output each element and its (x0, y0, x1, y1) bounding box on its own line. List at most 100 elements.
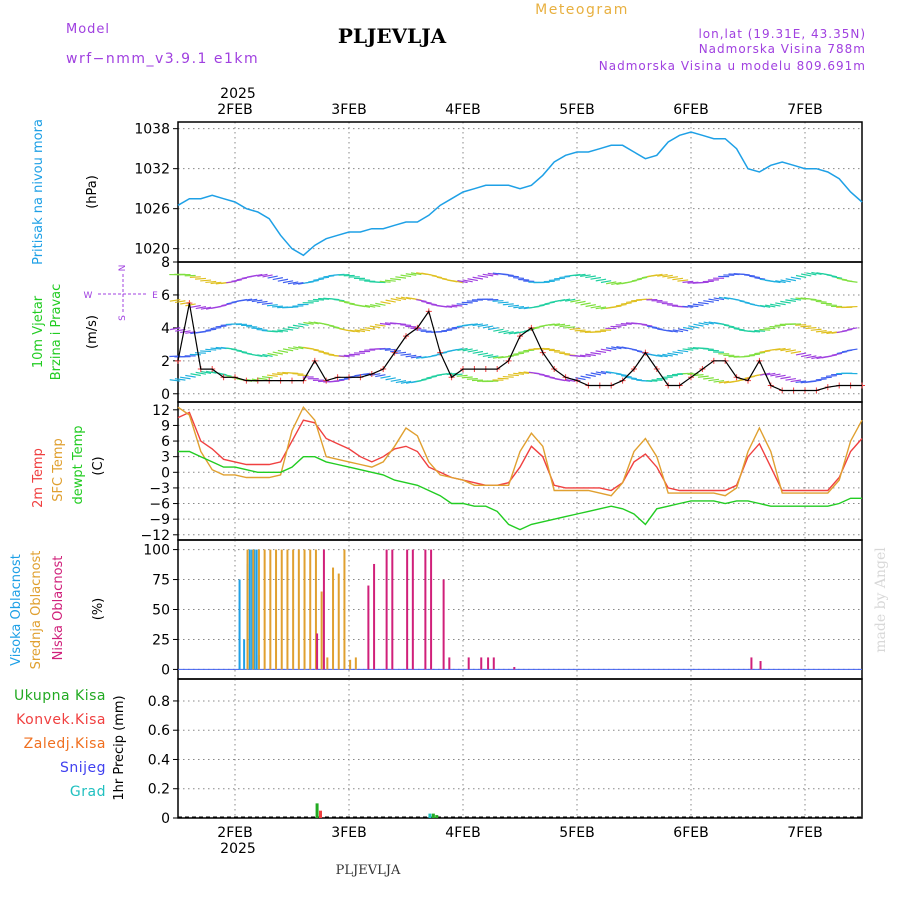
wind-arrow (210, 347, 222, 350)
precip-legend-item: Grad (70, 784, 106, 800)
station-title: PLJEVLJA (338, 24, 447, 48)
wind-arrow (482, 273, 494, 277)
wind-arrow (343, 354, 355, 357)
wind-arrow (205, 280, 217, 284)
wind-unit: (m/s) (85, 315, 100, 349)
precip-bar (428, 813, 432, 818)
wind-arrow (379, 280, 391, 283)
wind-arrow (780, 376, 791, 380)
mid-cloud-bar (349, 659, 352, 670)
wind-arrow (682, 305, 694, 308)
wind-arrow (200, 370, 212, 374)
temperature-ytick-label: −12 (140, 528, 170, 544)
wind-arrow (847, 327, 858, 331)
wind-arrow (236, 277, 248, 281)
wind-arrow (338, 300, 350, 303)
precip-bar (431, 813, 435, 818)
wind-arrow (611, 346, 622, 350)
wind-arrow (631, 278, 643, 282)
wind-arrow (780, 300, 791, 304)
wind-arrow (329, 325, 340, 329)
wind-arrow (426, 375, 437, 379)
wind-arrow (785, 377, 796, 381)
wind-arrow (713, 297, 725, 301)
wind-arrow (590, 305, 602, 309)
wind-arrow (585, 304, 596, 308)
wind-arrow (189, 276, 201, 278)
low-cloud-bar (442, 579, 445, 670)
wind-arrow (169, 327, 181, 331)
wind-arrow (374, 324, 386, 327)
wind-arrow (400, 296, 412, 300)
wind-arrow (805, 326, 817, 330)
clouds-ytick-label: 0 (161, 662, 170, 678)
bottom-day-label: 3FEB (331, 825, 366, 841)
wind-arrow (687, 304, 699, 308)
pressure-frame (177, 121, 863, 263)
wind-arrow (580, 274, 591, 277)
wind-arrow (487, 327, 499, 331)
mid-cloud-bar (292, 549, 295, 670)
bottom-day-label: 6FEB (673, 825, 708, 841)
wind-arrow (293, 346, 304, 350)
bottom-day-label: 5FEB (559, 825, 594, 841)
wind-arrow (441, 305, 453, 308)
wind-arrow (836, 277, 848, 281)
mid-cloud-bar (337, 573, 340, 670)
top-day-label: 4FEB (445, 102, 480, 118)
wind-arrow (534, 304, 545, 308)
wind-arrow (221, 373, 232, 377)
wind-arrow (569, 327, 581, 331)
wind-arrow (549, 323, 560, 326)
wind-arrow (770, 280, 781, 284)
wind-arrow (436, 351, 448, 355)
wind-arrow (375, 302, 386, 306)
cloud-unit: (%) (91, 598, 106, 621)
wind-arrow (282, 280, 294, 284)
wind-arrow (267, 275, 278, 279)
high-cloud-bar (251, 549, 254, 670)
wind-arrow (190, 304, 201, 308)
low-cloud-bar (467, 657, 470, 670)
wind-arrow (318, 276, 330, 280)
wind-arrow (349, 329, 360, 333)
wind-arrow (585, 353, 596, 357)
wind-arrow (805, 297, 817, 301)
wind-arrow (518, 351, 530, 354)
wind-arrow (492, 356, 504, 359)
precip-legend-item: Zaledj.Kisa (24, 736, 106, 752)
wind-ytick-label: 0 (161, 387, 170, 403)
wind-arrow (456, 374, 468, 377)
mid-cloud-bar (314, 549, 317, 670)
wind-arrow (313, 278, 324, 281)
low-cloud-bar (411, 549, 414, 670)
wind-arrow (338, 273, 350, 276)
precipitation-ytick-label: 0 (161, 811, 170, 827)
wind-arrow (323, 323, 335, 327)
wind-arrow (451, 326, 463, 329)
wind-arrow (539, 303, 550, 307)
wind-arrow (574, 329, 586, 332)
wind-arrow (252, 353, 263, 357)
precipitation-frame (177, 678, 863, 819)
low-cloud-bar (406, 549, 409, 670)
wind-arrow (452, 280, 463, 284)
low-cloud-bar (424, 549, 427, 670)
wind-arrow (734, 298, 745, 302)
wind-arrow (795, 274, 807, 279)
wind-arrow (384, 279, 396, 282)
year-top-label: 2025 (220, 86, 256, 102)
wind-arrow (759, 304, 771, 308)
wind-arrow (410, 272, 422, 276)
wind-arrow (595, 306, 607, 310)
wind-arrow (169, 299, 181, 302)
temperature-ytick-label: −6 (149, 497, 170, 513)
wind-arrow (272, 373, 283, 376)
clouds-ytick-label: 25 (152, 632, 170, 648)
top-day-label: 5FEB (559, 102, 594, 118)
wind-arrow (400, 274, 412, 278)
mid-cloud-bar (257, 549, 260, 670)
wind-arrow (466, 378, 478, 380)
wind-arrow (272, 277, 283, 281)
wind-arrow (754, 351, 766, 355)
